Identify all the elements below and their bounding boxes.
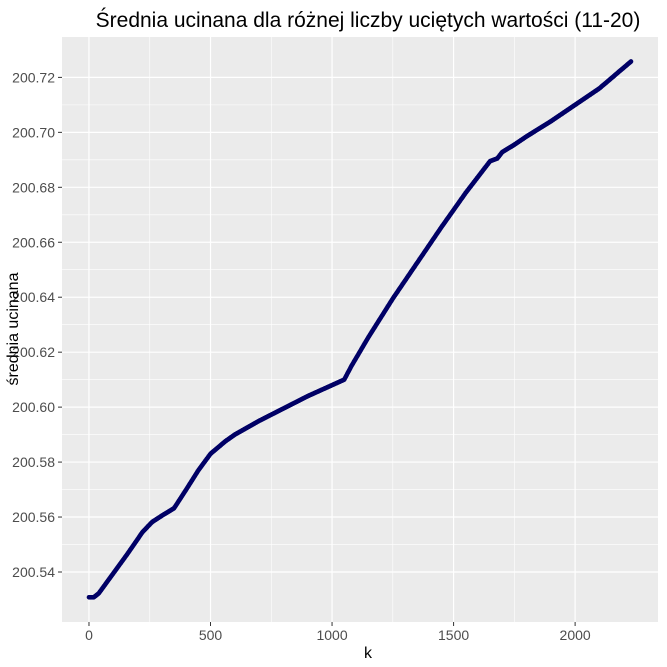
x-tick-label: 2000 bbox=[560, 627, 591, 643]
chart-title: Średnia ucinana dla różnej liczby ucięty… bbox=[96, 8, 641, 32]
x-tick-label: 500 bbox=[199, 627, 223, 643]
y-tick-label: 200.66 bbox=[12, 234, 55, 250]
plot-panel bbox=[62, 37, 658, 622]
data-point bbox=[628, 59, 634, 64]
y-tick-label: 200.60 bbox=[12, 399, 55, 415]
y-tick-label: 200.62 bbox=[12, 344, 55, 360]
y-tick-label: 200.56 bbox=[12, 509, 55, 525]
y-axis: 200.54 200.56 200.58 200.60 200.62 200.64 200.… bbox=[12, 69, 62, 580]
y-tick-label: 200.64 bbox=[12, 289, 55, 305]
grid-major bbox=[62, 37, 658, 622]
x-axis: 0 500 1000 1500 2000 bbox=[85, 622, 591, 643]
x-tick-label: 1000 bbox=[316, 627, 347, 643]
y-tick-label: 200.58 bbox=[12, 454, 55, 470]
x-tick-label: 0 bbox=[85, 627, 93, 643]
y-tick-label: 200.68 bbox=[12, 179, 55, 195]
data-points bbox=[86, 59, 634, 600]
y-tick-label: 200.70 bbox=[12, 124, 55, 140]
y-axis-title: średnia ucinana bbox=[5, 272, 22, 385]
x-tick-label: 1500 bbox=[438, 627, 469, 643]
grid-minor bbox=[62, 37, 658, 622]
y-tick-label: 200.54 bbox=[12, 564, 55, 580]
x-axis-title: k bbox=[364, 645, 373, 662]
y-tick-label: 200.72 bbox=[12, 69, 55, 85]
